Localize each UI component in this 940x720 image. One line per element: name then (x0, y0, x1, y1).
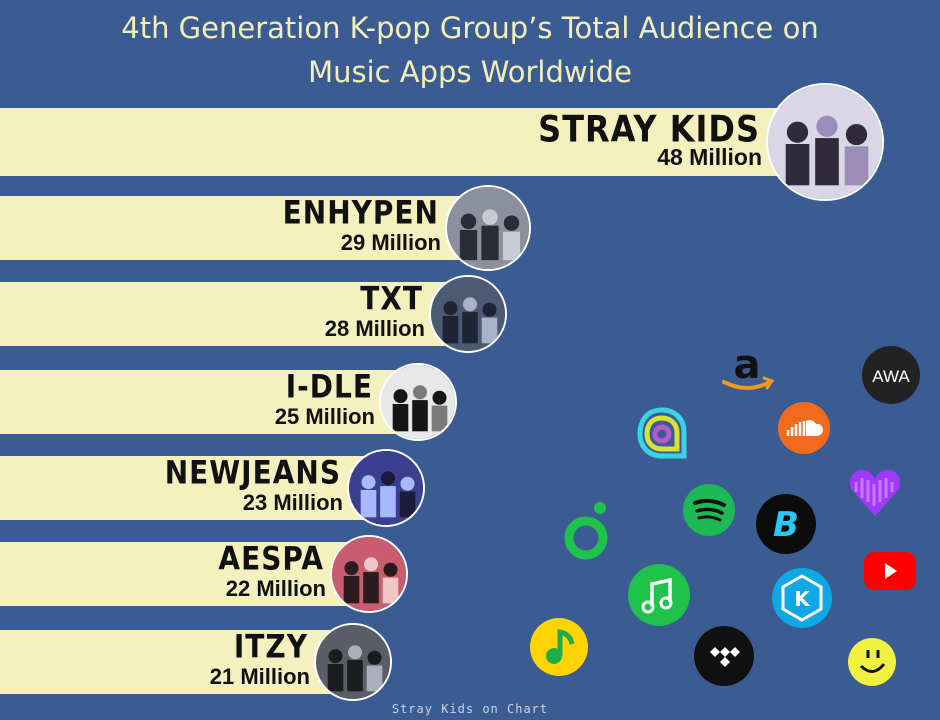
bar-itzy (0, 630, 336, 694)
group-photo-avatar (445, 185, 531, 271)
svg-text:B: B (773, 505, 799, 545)
chart-title: 4th Generation K-pop Group’s Total Audie… (0, 6, 940, 94)
youtube-music-icon (864, 552, 916, 590)
group-name-label: STRAY KIDS (538, 107, 760, 151)
chart-title-line-2: Music Apps Worldwide (308, 55, 632, 89)
bar-txt (0, 282, 451, 346)
svg-text:AWA: AWA (872, 367, 910, 386)
group-value-label: 22 Million (225, 576, 326, 601)
amazon-music-icon: a (714, 344, 780, 394)
group-value-label: 28 Million (324, 316, 425, 341)
group-photo-avatar (429, 275, 507, 353)
tidal-icon (694, 626, 754, 686)
bar-stray-kids (0, 108, 780, 176)
group-value-label: 21 Million (209, 664, 310, 689)
group-photo-avatar (330, 535, 408, 613)
group-name-label: ENHYPEN (282, 193, 439, 232)
svg-text:K: K (794, 587, 811, 611)
bar-enhypen (0, 196, 467, 260)
group-value-label: 23 Million (242, 490, 343, 515)
qq-music-icon (530, 618, 588, 676)
anghami-icon (634, 404, 690, 464)
awa-icon: AWA (862, 346, 920, 404)
group-name-label: I-DLE (285, 367, 373, 406)
apple-music-icon (628, 564, 690, 626)
group-photo-avatar (347, 449, 425, 527)
kkbox-icon: K (772, 568, 832, 628)
bar-i-dle (0, 370, 401, 434)
group-photo-avatar (379, 363, 457, 441)
group-photo-avatar (766, 83, 884, 201)
bar-newjeans (0, 456, 369, 520)
group-name-label: AESPA (218, 539, 324, 578)
group-name-label: ITZY (233, 627, 308, 666)
melon-icon (560, 498, 616, 562)
yandex-icon (848, 638, 896, 686)
group-name-label: TXT (360, 279, 423, 318)
boomplay-icon: B (756, 494, 816, 554)
group-photo-avatar (314, 623, 392, 701)
soundcloud-icon (778, 402, 830, 454)
deezer-icon (846, 462, 904, 520)
chart-title-line-1: 4th Generation K-pop Group’s Total Audie… (121, 11, 819, 45)
bar-aespa (0, 542, 352, 606)
footer-credit: Stray Kids on Chart (391, 702, 549, 716)
group-value-label: 48 Million (657, 144, 762, 170)
svg-text:a: a (734, 344, 761, 388)
spotify-icon (683, 484, 735, 536)
group-value-label: 25 Million (274, 404, 375, 429)
group-name-label: NEWJEANS (164, 453, 341, 492)
group-value-label: 29 Million (340, 230, 441, 255)
